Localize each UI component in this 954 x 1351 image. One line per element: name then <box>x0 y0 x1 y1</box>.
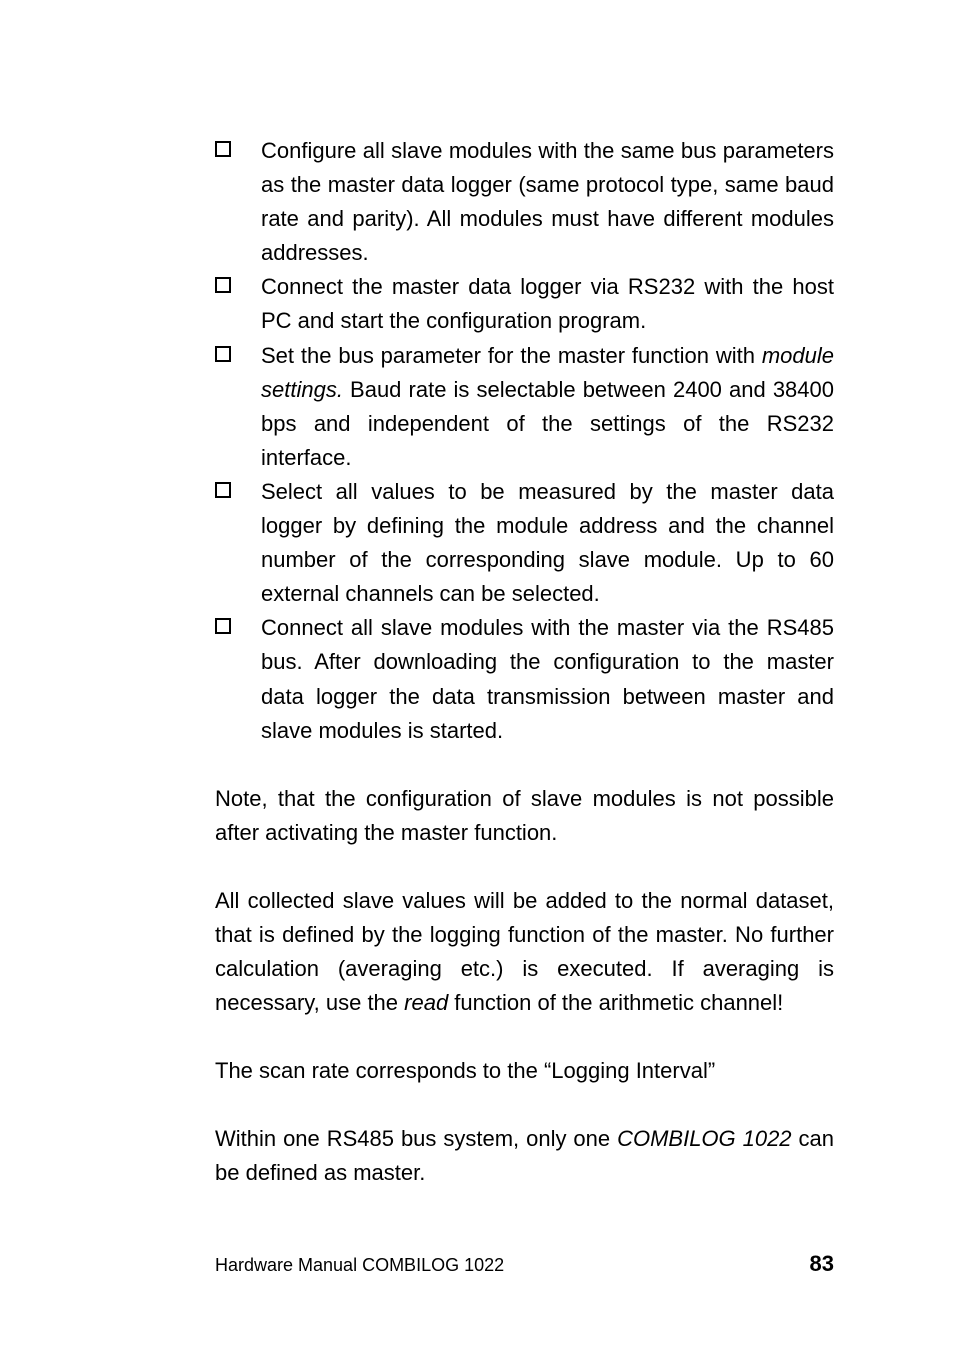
checkbox-icon <box>215 277 231 293</box>
page-footer: Hardware Manual COMBILOG 1022 83 <box>215 1251 834 1277</box>
paragraph: All collected slave values will be added… <box>215 884 834 1020</box>
checkbox-icon <box>215 618 231 634</box>
bullet-text: Connect the master data logger via RS232… <box>261 274 834 333</box>
paragraph: The scan rate corresponds to the “Loggin… <box>215 1054 834 1088</box>
checkbox-icon <box>215 482 231 498</box>
bullet-item: Connect the master data logger via RS232… <box>215 270 834 338</box>
bullet-list: Configure all slave modules with the sam… <box>215 134 834 748</box>
checkbox-icon <box>215 141 231 157</box>
bullet-item: Select all values to be measured by the … <box>215 475 834 611</box>
bullet-text: Connect all slave modules with the maste… <box>261 615 834 742</box>
bullet-text: Configure all slave modules with the sam… <box>261 138 834 265</box>
bullet-text: Set the bus parameter for the master fun… <box>261 343 834 470</box>
bullet-item: Connect all slave modules with the maste… <box>215 611 834 747</box>
bullet-item: Configure all slave modules with the sam… <box>215 134 834 270</box>
bullet-item: Set the bus parameter for the master fun… <box>215 339 834 475</box>
footer-left: Hardware Manual COMBILOG 1022 <box>215 1255 504 1276</box>
bullet-text: Select all values to be measured by the … <box>261 479 834 606</box>
checkbox-icon <box>215 346 231 362</box>
page-number: 83 <box>810 1251 834 1277</box>
paragraph: Note, that the configuration of slave mo… <box>215 782 834 850</box>
paragraph: Within one RS485 bus system, only one CO… <box>215 1122 834 1190</box>
